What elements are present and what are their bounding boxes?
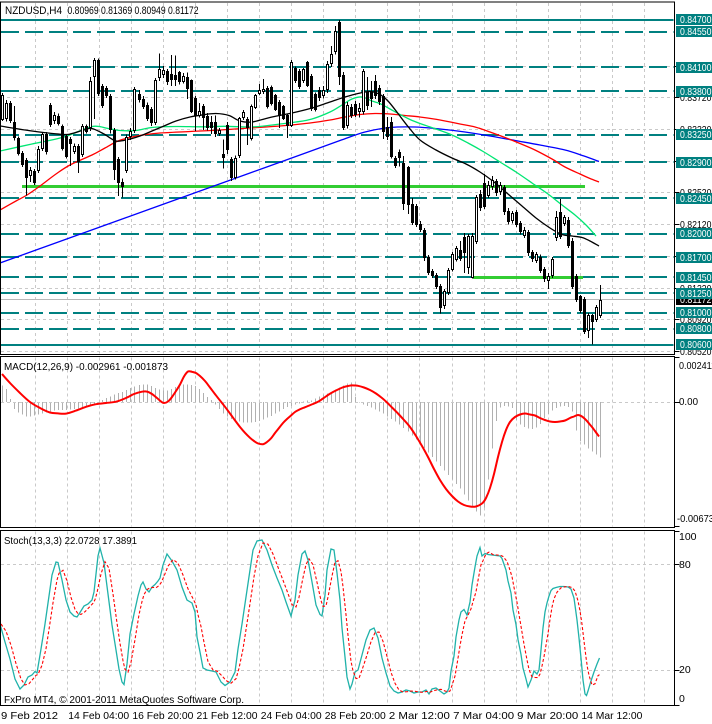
svg-text:0.00: 0.00 [679, 396, 698, 408]
svg-text:0.81250: 0.81250 [680, 288, 712, 300]
svg-text:28 Feb 20:00: 28 Feb 20:00 [325, 710, 386, 722]
svg-text:7 Mar 04:00: 7 Mar 04:00 [453, 710, 514, 722]
svg-text:24 Feb 04:00: 24 Feb 04:00 [261, 710, 322, 722]
svg-text:100: 100 [679, 531, 697, 543]
svg-text:0.84700: 0.84700 [680, 14, 712, 26]
svg-text:0.80600: 0.80600 [680, 339, 712, 351]
svg-text:9 Feb 2012: 9 Feb 2012 [1, 710, 58, 722]
svg-text:14 Mar 12:00: 14 Mar 12:00 [581, 710, 642, 722]
svg-text:-0.00673: -0.00673 [677, 513, 712, 525]
svg-text:0.83250: 0.83250 [680, 129, 712, 141]
svg-text:80: 80 [679, 559, 691, 571]
svg-text:0.82000: 0.82000 [680, 228, 712, 240]
svg-text:14 Feb 04:00: 14 Feb 04:00 [68, 710, 129, 722]
svg-text:9 Mar 20:00: 9 Mar 20:00 [517, 710, 578, 722]
svg-text:0.82900: 0.82900 [680, 157, 712, 169]
svg-text:FxPro MT4, © 2001-2011 MetaQuo: FxPro MT4, © 2001-2011 MetaQuotes Softwa… [4, 694, 244, 706]
svg-text:0.84550: 0.84550 [680, 26, 712, 38]
svg-text:NZDUSD,H4: NZDUSD,H4 [5, 5, 62, 17]
svg-text:0.82450: 0.82450 [680, 193, 712, 205]
svg-text:Stoch(13,3,3) 22.0728 17.3891: Stoch(13,3,3) 22.0728 17.3891 [4, 535, 137, 547]
svg-text:21 Feb 12:00: 21 Feb 12:00 [197, 710, 258, 722]
svg-text:20: 20 [679, 664, 691, 676]
svg-text:0.0024117: 0.0024117 [679, 360, 712, 372]
svg-text:0.84100: 0.84100 [680, 62, 712, 74]
svg-text:0: 0 [679, 693, 685, 705]
svg-text:0.80969 0.81369 0.80949 0.8117: 0.80969 0.81369 0.80949 0.81172 [68, 5, 199, 17]
svg-text:0.83800: 0.83800 [680, 86, 712, 98]
svg-text:16 Feb 20:00: 16 Feb 20:00 [132, 710, 193, 722]
svg-text:0.81000: 0.81000 [680, 307, 712, 319]
svg-text:MACD(12,26,9) -0.002961 -0.001: MACD(12,26,9) -0.002961 -0.001873 [4, 361, 168, 373]
svg-text:2 Mar 12:00: 2 Mar 12:00 [389, 710, 450, 722]
svg-text:0.81700: 0.81700 [680, 252, 712, 264]
svg-text:0.81450: 0.81450 [680, 272, 712, 284]
svg-text:0.80800: 0.80800 [680, 323, 712, 335]
